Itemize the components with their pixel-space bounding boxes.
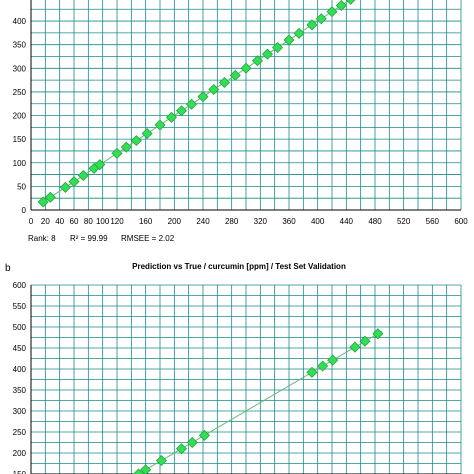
x-tick-label: 440 <box>340 217 354 226</box>
data-point <box>229 69 241 81</box>
data-point <box>349 341 361 353</box>
data-point <box>315 13 327 25</box>
data-point <box>335 0 347 11</box>
data-point <box>359 335 371 347</box>
y-tick-label: 50 <box>17 182 26 191</box>
data-point <box>208 84 220 96</box>
r2-label: R² = 99.99 <box>70 234 108 243</box>
data-point <box>306 366 318 378</box>
x-tick-label: 20 <box>41 217 50 226</box>
data-point <box>251 55 263 67</box>
data-point <box>133 468 144 474</box>
data-point <box>240 62 252 74</box>
data-point <box>59 181 71 193</box>
data-point <box>141 127 153 139</box>
panel-b-label: b <box>5 263 11 274</box>
data-point <box>198 429 210 441</box>
x-tick-label: 0 <box>29 217 34 226</box>
y-tick-label: 350 <box>13 386 27 395</box>
data-point <box>197 91 209 103</box>
x-tick-label: 40 <box>55 217 64 226</box>
data-point <box>44 191 56 203</box>
panel-b-title: Prediction vs True / curcumin [ppm] / Te… <box>132 262 346 271</box>
x-tick-label: 280 <box>225 217 239 226</box>
data-point <box>345 0 356 5</box>
data-point <box>283 34 295 46</box>
x-tick-label: 80 <box>84 217 93 226</box>
x-tick-label: 400 <box>311 217 325 226</box>
x-tick-label: 600 <box>454 217 468 226</box>
data-point <box>155 455 167 467</box>
data-point <box>176 443 187 455</box>
y-tick-label: 400 <box>13 17 27 26</box>
y-tick-label: 150 <box>13 135 27 144</box>
y-tick-label: 100 <box>13 159 27 168</box>
x-tick-label: 360 <box>282 217 296 226</box>
data-point <box>327 354 339 366</box>
data-point <box>120 141 132 153</box>
data-point <box>219 76 230 88</box>
data-point <box>186 437 198 448</box>
x-tick-label: 320 <box>254 217 268 226</box>
data-point <box>165 111 177 123</box>
data-point <box>176 105 187 117</box>
data-point <box>306 19 318 31</box>
data-point <box>130 135 142 147</box>
data-point <box>272 42 284 54</box>
x-tick-label: 520 <box>397 217 411 226</box>
y-tick-label: 400 <box>13 365 27 374</box>
y-tick-label: 500 <box>13 323 27 332</box>
data-point <box>372 328 384 340</box>
y-tick-label: 600 <box>13 281 27 290</box>
data-point <box>94 159 106 171</box>
y-tick-label: 250 <box>13 428 27 437</box>
panel-b: 150 200 250 300 350 400 450 500 550 600 <box>13 281 462 474</box>
data-point <box>326 6 338 18</box>
y-tick-label: 200 <box>13 449 27 458</box>
rmsee-label: RMSEE = 2.02 <box>121 234 175 243</box>
data-point <box>186 98 198 110</box>
x-tick-label: 200 <box>168 217 182 226</box>
rank-label: Rank: 8 <box>28 234 56 243</box>
data-point <box>293 27 305 39</box>
x-tick-label: 160 <box>139 217 153 226</box>
y-tick-label: 150 <box>13 470 27 474</box>
data-point <box>77 170 89 182</box>
data-point <box>154 119 166 131</box>
data-point <box>68 176 80 188</box>
data-point <box>37 196 49 208</box>
data-point <box>111 147 123 159</box>
data-point <box>317 360 329 372</box>
x-tick-label: 560 <box>426 217 440 226</box>
data-point <box>140 464 152 474</box>
data-point <box>262 48 273 60</box>
x-tick-label: 100 <box>96 217 110 226</box>
y-tick-label: 450 <box>13 344 27 353</box>
x-tick-label: 60 <box>70 217 79 226</box>
y-tick-label: 0 <box>22 206 27 215</box>
x-tick-label: 480 <box>368 217 382 226</box>
y-tick-label: 300 <box>13 64 27 73</box>
y-tick-label: 550 <box>13 302 27 311</box>
x-tick-label: 120 <box>110 217 124 226</box>
y-tick-label: 300 <box>13 407 27 416</box>
y-tick-label: 350 <box>13 41 27 50</box>
regression-line <box>137 330 383 474</box>
y-tick-label: 250 <box>13 88 27 97</box>
x-tick-label: 240 <box>196 217 210 226</box>
y-tick-label: 200 <box>13 112 27 121</box>
